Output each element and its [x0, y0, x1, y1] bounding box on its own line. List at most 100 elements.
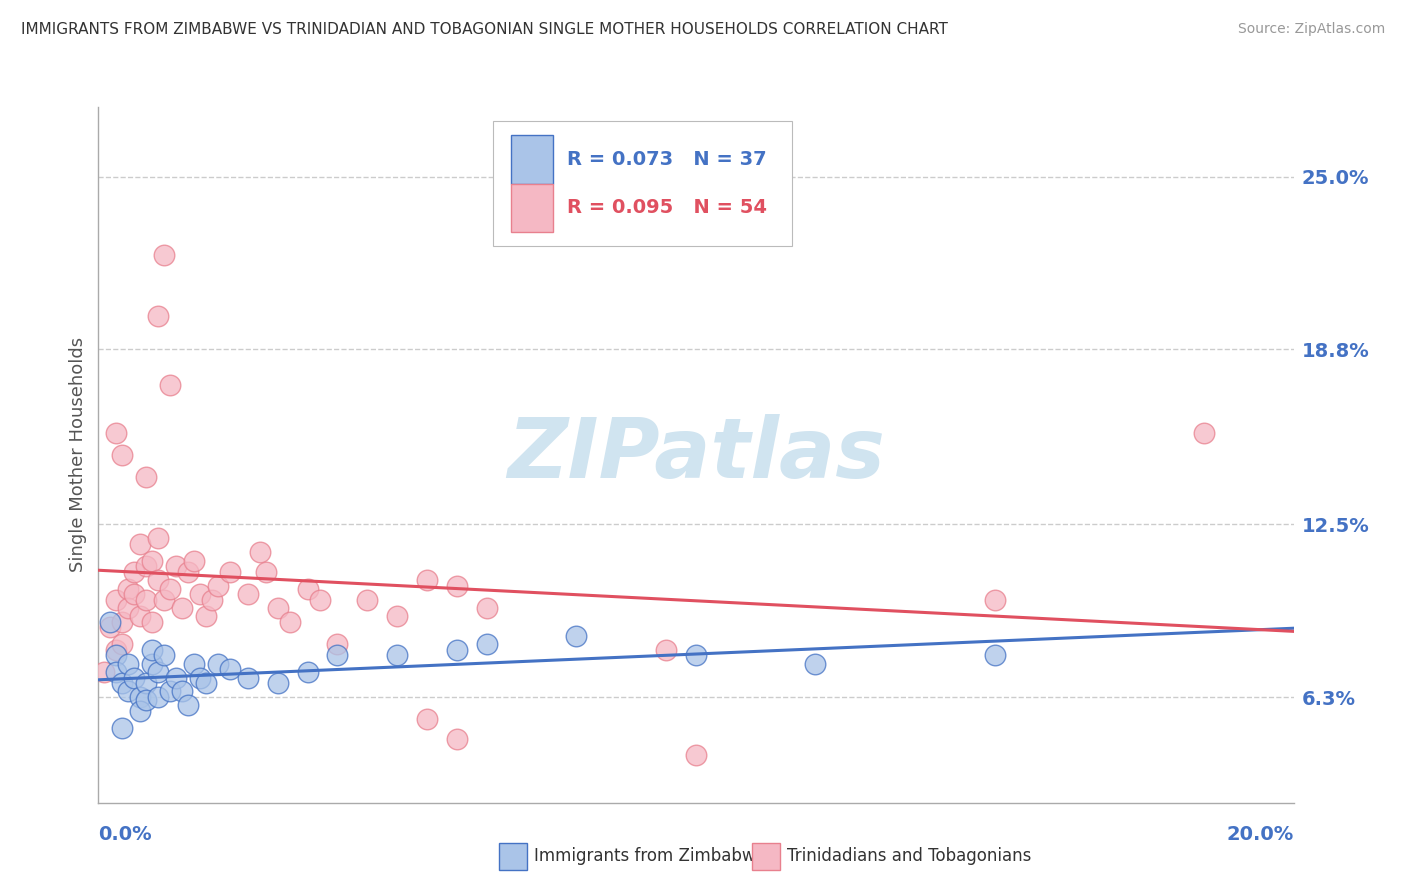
Point: [308, 592, 330, 607]
Text: 0.0%: 0.0%: [98, 825, 152, 844]
Point: [105, 425, 128, 440]
Point: [117, 582, 139, 596]
Point: [93, 665, 115, 679]
Text: R = 0.095   N = 54: R = 0.095 N = 54: [567, 198, 766, 218]
Point: [117, 657, 139, 671]
FancyBboxPatch shape: [494, 121, 792, 246]
Point: [124, 671, 146, 685]
Text: R = 0.073   N = 37: R = 0.073 N = 37: [567, 150, 766, 169]
Point: [98, 620, 122, 634]
Point: [416, 573, 439, 587]
Point: [188, 671, 211, 685]
Point: [446, 579, 468, 593]
Point: [385, 609, 409, 624]
Point: [446, 731, 468, 746]
Point: [267, 676, 290, 690]
Point: [153, 648, 176, 663]
Point: [129, 609, 152, 624]
Y-axis label: Single Mother Households: Single Mother Households: [69, 337, 87, 573]
Point: [135, 559, 157, 574]
Bar: [510, 135, 553, 184]
Point: [177, 698, 200, 713]
Point: [135, 693, 157, 707]
Text: 20.0%: 20.0%: [1226, 825, 1294, 844]
Point: [165, 559, 187, 574]
Point: [326, 648, 349, 663]
Point: [148, 309, 170, 323]
Point: [249, 545, 271, 559]
Point: [105, 648, 128, 663]
Point: [475, 637, 498, 651]
Point: [105, 642, 128, 657]
Point: [172, 684, 194, 698]
Point: [141, 657, 163, 671]
Point: [172, 601, 194, 615]
Point: [135, 470, 157, 484]
Point: [685, 648, 707, 663]
Text: Immigrants from Zimbabwe: Immigrants from Zimbabwe: [534, 847, 766, 865]
Point: [111, 676, 134, 690]
Point: [153, 592, 176, 607]
Point: [267, 601, 290, 615]
Point: [278, 615, 301, 629]
Point: [236, 671, 259, 685]
Point: [207, 657, 229, 671]
Point: [804, 657, 827, 671]
Point: [124, 587, 146, 601]
Point: [356, 592, 378, 607]
Point: [148, 573, 170, 587]
Point: [475, 601, 498, 615]
Point: [159, 684, 181, 698]
Point: [165, 671, 187, 685]
Point: [177, 565, 200, 579]
Point: [983, 592, 1005, 607]
Point: [105, 665, 128, 679]
Point: [148, 690, 170, 704]
Point: [111, 448, 134, 462]
Point: [129, 537, 152, 551]
Point: [983, 648, 1005, 663]
Point: [219, 662, 242, 676]
Point: [117, 684, 139, 698]
Point: [655, 642, 678, 657]
Point: [565, 629, 588, 643]
Point: [685, 748, 707, 763]
Point: [385, 648, 409, 663]
Text: ZIPatlas: ZIPatlas: [508, 415, 884, 495]
Text: Source: ZipAtlas.com: Source: ZipAtlas.com: [1237, 22, 1385, 37]
Point: [129, 704, 152, 718]
Point: [135, 676, 157, 690]
Point: [148, 532, 170, 546]
Point: [141, 554, 163, 568]
Point: [141, 642, 163, 657]
Point: [141, 615, 163, 629]
Point: [219, 565, 242, 579]
Point: [188, 587, 211, 601]
Bar: [510, 184, 553, 232]
Point: [153, 247, 176, 261]
Point: [326, 637, 349, 651]
Point: [297, 665, 319, 679]
Point: [194, 609, 218, 624]
Point: [159, 582, 181, 596]
Point: [124, 565, 146, 579]
Point: [201, 592, 224, 607]
Point: [416, 712, 439, 726]
Point: [159, 378, 181, 392]
Point: [135, 592, 157, 607]
Point: [183, 657, 205, 671]
Text: IMMIGRANTS FROM ZIMBABWE VS TRINIDADIAN AND TOBAGONIAN SINGLE MOTHER HOUSEHOLDS : IMMIGRANTS FROM ZIMBABWE VS TRINIDADIAN …: [21, 22, 948, 37]
Point: [105, 592, 128, 607]
Point: [183, 554, 205, 568]
Point: [446, 642, 468, 657]
Point: [148, 665, 170, 679]
Point: [129, 690, 152, 704]
Text: Trinidadians and Tobagonians: Trinidadians and Tobagonians: [787, 847, 1032, 865]
Point: [254, 565, 277, 579]
Point: [1192, 425, 1215, 440]
Point: [111, 637, 134, 651]
Point: [297, 582, 319, 596]
Point: [236, 587, 259, 601]
Point: [111, 721, 134, 735]
Point: [117, 601, 139, 615]
